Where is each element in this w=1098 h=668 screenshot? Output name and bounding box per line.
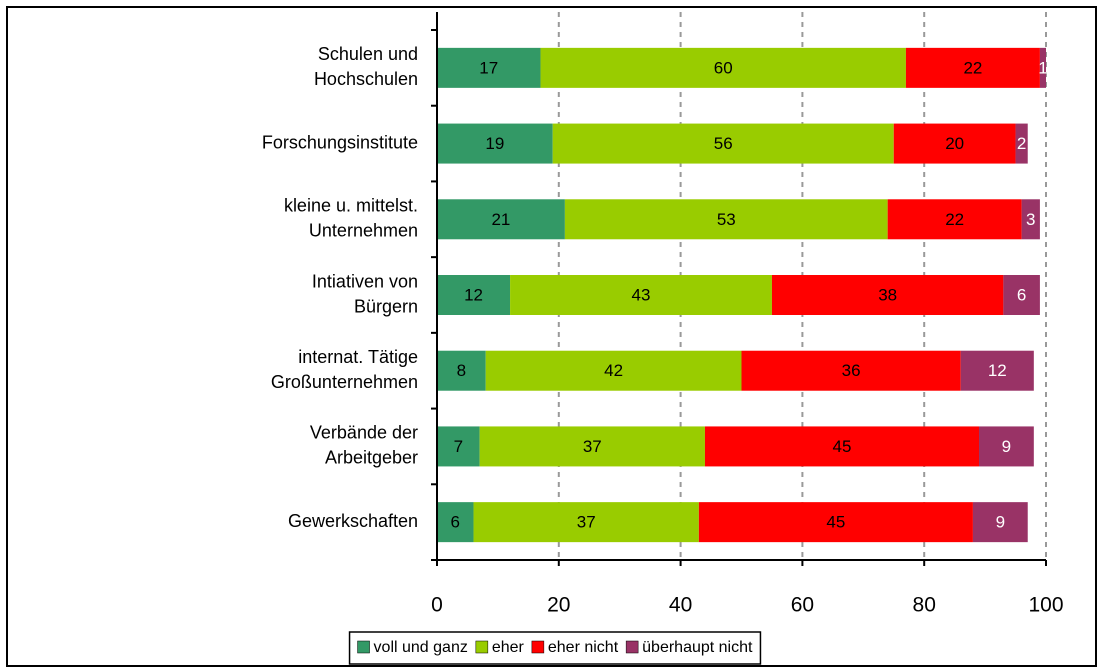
bar-segment — [1003, 275, 1040, 315]
value-label: 53 — [717, 210, 736, 229]
bar-segment — [437, 275, 511, 315]
bar-segment — [979, 426, 1034, 467]
value-label: 6 — [451, 513, 460, 532]
bar-segment — [485, 350, 742, 391]
value-label: 20 — [945, 134, 964, 153]
value-label: 9 — [996, 513, 1005, 532]
bar-segment — [437, 199, 565, 240]
category-label: Großunternehmen — [271, 372, 418, 392]
value-label: 42 — [604, 361, 623, 380]
x-tick-label: 20 — [547, 594, 570, 617]
legend-label: überhaupt nicht — [642, 639, 753, 656]
value-label: 38 — [878, 285, 897, 304]
x-tick-label: 0 — [431, 594, 443, 617]
value-label: 1 — [1038, 58, 1047, 77]
bar-segment — [437, 350, 486, 391]
category-label: Hochschulen — [314, 69, 418, 89]
bar-segment — [437, 502, 474, 543]
value-label: 6 — [1017, 285, 1026, 304]
category-label: Unternehmen — [309, 221, 418, 241]
bar-segment — [887, 199, 1022, 240]
bar-segment — [741, 350, 961, 391]
x-tick-label: 80 — [913, 594, 936, 617]
category-label: Gewerkschaften — [288, 511, 418, 531]
value-label: 37 — [583, 437, 602, 456]
bar-segment — [437, 426, 480, 467]
bar-segment — [510, 275, 772, 315]
bar-segment — [437, 123, 553, 164]
bar-segment — [540, 47, 906, 88]
value-label: 17 — [479, 58, 498, 77]
x-tick-label: 40 — [669, 594, 692, 617]
legend: voll und ganz eher eher nicht überhaupt nic… — [348, 631, 762, 665]
value-label: 45 — [826, 513, 845, 532]
value-label: 3 — [1026, 210, 1035, 229]
x-tick-label: 100 — [1028, 594, 1063, 617]
legend-label: eher — [492, 639, 525, 656]
value-label: 37 — [577, 513, 596, 532]
category-label: internat. Tätige — [298, 347, 418, 367]
value-label: 43 — [632, 285, 651, 304]
legend-box — [348, 631, 762, 665]
legend-swatch — [357, 640, 370, 654]
bar-segment — [437, 47, 541, 88]
value-label: 60 — [714, 58, 733, 77]
legend-label: voll und ganz — [374, 639, 468, 656]
bar-segment — [771, 275, 1004, 315]
legend-swatch — [625, 640, 639, 654]
bar-segment — [1021, 199, 1040, 240]
bar-segment — [473, 502, 699, 543]
legend-swatch — [531, 640, 545, 654]
value-label: 12 — [464, 285, 483, 304]
value-label: 7 — [454, 437, 463, 456]
legend-swatch — [475, 640, 489, 654]
value-label: 12 — [988, 361, 1007, 380]
bar-segment — [479, 426, 705, 467]
value-label: 36 — [842, 361, 861, 380]
category-label: Schulen und — [318, 44, 418, 64]
category-label: Verbände der — [310, 423, 418, 443]
value-label: 45 — [833, 437, 852, 456]
value-label: 9 — [1002, 437, 1011, 456]
bar-segment — [564, 199, 888, 240]
category-label: Intiativen von — [312, 271, 418, 291]
bar-segment — [1039, 47, 1046, 88]
legend-label: eher nicht — [548, 639, 619, 656]
value-label: 2 — [1017, 134, 1026, 153]
x-tick-label: 60 — [791, 594, 814, 617]
category-label: Forschungsinstitute — [262, 132, 418, 152]
value-label: 21 — [491, 210, 510, 229]
category-label: Arbeitgeber — [325, 448, 418, 468]
bar-segment — [552, 123, 894, 164]
value-label: 56 — [714, 134, 733, 153]
bar-segment — [704, 426, 980, 467]
value-label: 22 — [963, 58, 982, 77]
bar-segment — [893, 123, 1016, 164]
bar-segment — [1015, 123, 1028, 164]
category-label: kleine u. mittelst. — [284, 196, 418, 216]
bar-segment — [698, 502, 973, 543]
chart-border — [6, 6, 1097, 667]
bar-segment — [972, 502, 1028, 543]
bar-segment — [960, 350, 1034, 391]
value-label: 22 — [945, 210, 964, 229]
value-label: 8 — [457, 361, 466, 380]
bar-segment — [905, 47, 1040, 88]
category-label: Bürgern — [354, 296, 418, 316]
value-label: 19 — [485, 134, 504, 153]
